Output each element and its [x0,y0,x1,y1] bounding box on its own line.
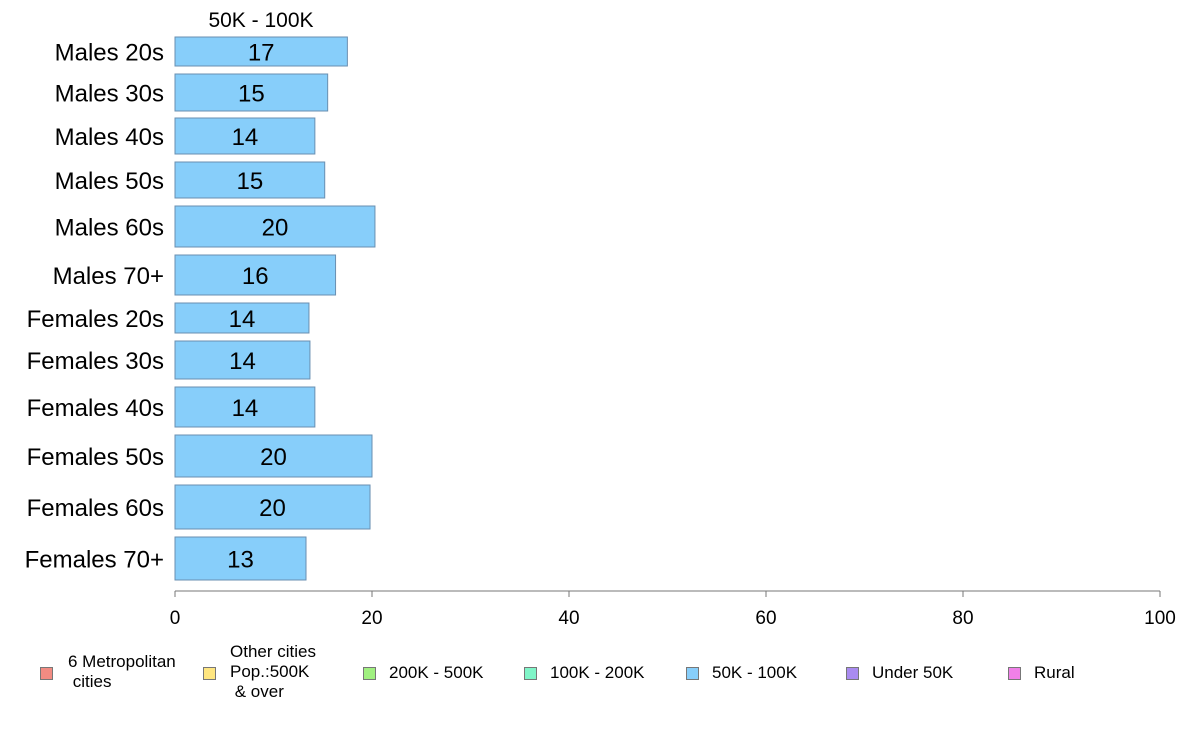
legend-swatch [1008,667,1021,680]
x-tick-label: 20 [361,608,382,629]
legend-label: 50K - 100K [712,663,798,682]
legend-swatch [363,667,376,680]
bar-value-label: 20 [259,495,286,522]
bar-value-label: 14 [229,348,256,375]
bar-value-label: 17 [248,40,275,67]
bars-group: Males 20s 17 Males 30s 15 Males 40s 14 Males 5… [25,36,376,581]
x-tick-label: 100 [1144,608,1176,629]
category-label: Males 50s [55,168,164,195]
bar [174,386,316,428]
bar [174,117,316,155]
category-label: Females 50s [27,444,164,471]
legend-label: Rural [1034,663,1075,682]
category-label: Males 70+ [53,263,164,290]
category-label: Males 40s [55,124,164,151]
legend-label: 100K - 200K [550,663,645,682]
category-label: Females 30s [27,348,164,375]
bar-chart: 50K - 100K Males 20s 17 Males 30s 15 Males 4… [25,9,1176,629]
bar [174,536,307,581]
bar-value-label: 15 [237,168,264,195]
category-label: Females 20s [27,306,164,333]
legend-swatch [40,667,53,680]
bar [174,161,326,199]
legend-label: 200K - 500K [389,663,484,682]
bar-value-label: 20 [262,215,289,242]
category-label: Females 40s [27,395,164,422]
category-label: Males 30s [55,81,164,108]
bar [174,73,329,112]
category-label: Males 60s [55,215,164,242]
legend-swatch [203,667,216,680]
legend-swatch [524,667,537,680]
bar-value-label: 14 [232,395,259,422]
x-tick-label: 0 [170,608,181,629]
bar [174,254,337,296]
legend-label: Other cities Pop.:500K & over [230,642,316,701]
category-label: Males 20s [55,40,164,67]
bar-value-label: 14 [229,306,256,333]
legend-swatch [686,667,699,680]
bar [174,36,348,67]
bar [174,484,371,530]
legend-label: Under 50K [872,663,954,682]
bar-value-label: 16 [242,263,269,290]
bar [174,205,376,248]
bar [174,340,311,380]
bar [174,434,373,478]
bar [174,302,310,334]
legend: 6 Metropolitan cities Other cities Pop.:5… [0,640,1188,720]
category-label: Females 60s [27,495,164,522]
bar-value-label: 14 [232,124,259,151]
category-label: Females 70+ [25,547,164,574]
x-tick-label: 40 [558,608,579,629]
panel-title: 50K - 100K [208,9,313,32]
bar-value-label: 15 [238,81,265,108]
bar-value-label: 13 [227,547,254,574]
x-axis: 0 20 40 60 80 100 [170,590,1176,629]
bar-value-label: 20 [260,444,287,471]
x-tick-label: 60 [755,608,776,629]
x-tick-label: 80 [952,608,973,629]
legend-swatch [846,667,859,680]
legend-label: 6 Metropolitan cities [68,652,176,691]
